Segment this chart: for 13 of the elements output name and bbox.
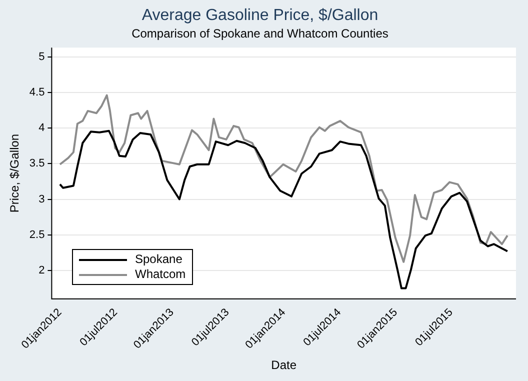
x-axis-title: Date [271,358,297,372]
y-axis-title: Price, $/Gallon [8,134,22,213]
legend-label: Spokane [135,252,182,267]
chart-subtitle: Comparison of Spokane and Whatcom Counties [132,26,388,41]
y-tick-label: 4.5 [29,86,45,98]
chart-title: Average Gasoline Price, $/Gallon [142,7,378,24]
y-tick-label: 2 [38,264,45,276]
y-tick-label: 3.5 [29,158,45,170]
legend-label: Whatcom [135,267,186,282]
y-tick-label: 2.5 [29,228,45,241]
y-tick-label: 5 [38,50,45,63]
y-tick-label: 3 [38,193,45,206]
y-tick-label: 4 [38,122,45,134]
